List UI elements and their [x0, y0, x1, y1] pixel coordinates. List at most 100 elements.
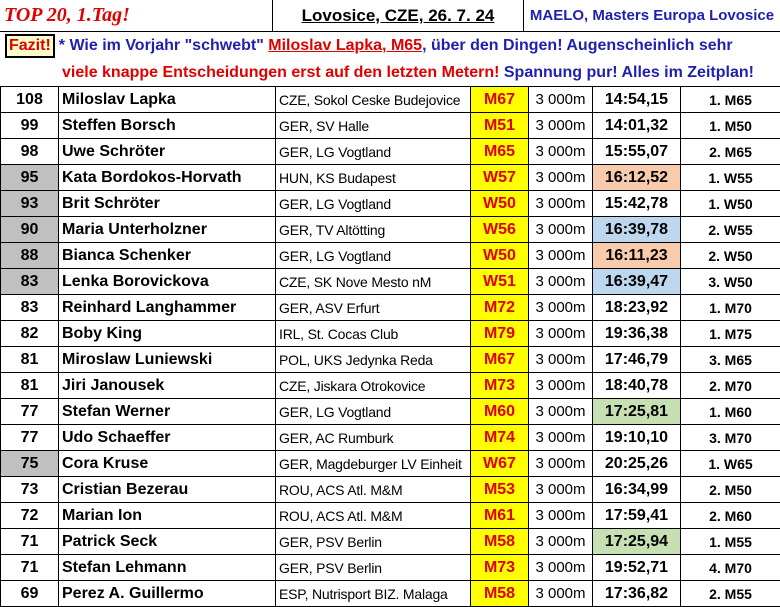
time-cell: 16:34,99: [592, 476, 681, 503]
time-cell: 17:46,79: [592, 346, 681, 373]
summary-label: Fazit!: [5, 34, 55, 58]
place-cell: 4. M70: [680, 554, 780, 581]
club-cell: IRL, St. Cocas Club: [275, 320, 471, 347]
result-row: 72 Marian Ion ROU, ACS Atl. M&M M61 3 000m 17…: [0, 502, 780, 529]
distance-cell: 3 000m: [528, 398, 593, 425]
class-cell: M74: [470, 424, 529, 451]
points-cell: 71: [0, 554, 59, 581]
class-cell: M65: [470, 138, 529, 165]
place-cell: 2. M50: [680, 476, 780, 503]
name-cell: Stefan Werner: [58, 398, 276, 425]
result-row: 99 Steffen Borsch GER, SV Halle M51 3 000m 14…: [0, 112, 780, 139]
result-row: 75 Cora Kruse GER, Magdeburger LV Einheit W…: [0, 450, 780, 477]
distance-cell: 3 000m: [528, 580, 593, 607]
distance-cell: 3 000m: [528, 424, 593, 451]
result-row: 82 Boby King IRL, St. Cocas Club M79 3 000m 1…: [0, 320, 780, 347]
club-cell: ROU, ACS Atl. M&M: [275, 502, 471, 529]
club-cell: GER, LG Vogtland: [275, 138, 471, 165]
points-cell: 73: [0, 476, 59, 503]
header-right: MAELO, Masters Europa Lovosice: [524, 0, 780, 32]
points-cell: 98: [0, 138, 59, 165]
distance-cell: 3 000m: [528, 372, 593, 399]
name-cell: Boby King: [58, 320, 276, 347]
points-cell: 75: [0, 450, 59, 477]
distance-cell: 3 000m: [528, 164, 593, 191]
points-cell: 77: [0, 424, 59, 451]
points-cell: 71: [0, 528, 59, 555]
class-cell: W50: [470, 242, 529, 269]
place-cell: 2. W55: [680, 216, 780, 243]
name-cell: Bianca Schenker: [58, 242, 276, 269]
name-cell: Perez A. Guillermo: [58, 580, 276, 607]
time-cell: 15:42,78: [592, 190, 681, 217]
points-cell: 90: [0, 216, 59, 243]
points-cell: 88: [0, 242, 59, 269]
place-cell: 1. M50: [680, 112, 780, 139]
name-cell: Patrick Seck: [58, 528, 276, 555]
club-cell: CZE, Jiskara Otrokovice: [275, 372, 471, 399]
time-cell: 17:36,82: [592, 580, 681, 607]
result-row: 98 Uwe Schröter GER, LG Vogtland M65 3 000m 1…: [0, 138, 780, 165]
points-cell: 82: [0, 320, 59, 347]
result-row: 71 Stefan Lehmann GER, PSV Berlin M73 3 000m…: [0, 554, 780, 581]
summary-line: viele knappe Entscheidungen erst auf den…: [0, 60, 780, 86]
distance-cell: 3 000m: [528, 450, 593, 477]
time-cell: 16:12,52: [592, 164, 681, 191]
distance-cell: 3 000m: [528, 476, 593, 503]
summary-line: Fazit! * Wie im Vorjahr "schwebt" Milosla…: [0, 33, 780, 59]
points-cell: 99: [0, 112, 59, 139]
time-cell: 17:25,94: [592, 528, 681, 555]
result-row: 77 Stefan Werner GER, LG Vogtland M60 3 000m…: [0, 398, 780, 425]
points-cell: 83: [0, 268, 59, 295]
club-cell: GER, AC Rumburk: [275, 424, 471, 451]
class-cell: M58: [470, 580, 529, 607]
name-cell: Cristian Bezerau: [58, 476, 276, 503]
name-cell: Reinhard Langhammer: [58, 294, 276, 321]
place-cell: 2. W50: [680, 242, 780, 269]
distance-cell: 3 000m: [528, 112, 593, 139]
place-cell: 2. M65: [680, 138, 780, 165]
time-cell: 18:40,78: [592, 372, 681, 399]
name-cell: Maria Unterholzner: [58, 216, 276, 243]
summary-text: Miloslav Lapka, M65: [268, 37, 423, 54]
points-cell: 77: [0, 398, 59, 425]
club-cell: ROU, ACS Atl. M&M: [275, 476, 471, 503]
club-cell: POL, UKS Jedynka Reda: [275, 346, 471, 373]
club-cell: GER, LG Vogtland: [275, 398, 471, 425]
summary-text: viele knappe Entscheidungen erst auf den…: [62, 64, 500, 81]
distance-cell: 3 000m: [528, 86, 593, 113]
result-row: 108 Miloslav Lapka CZE, Sokol Ceske Budejo…: [0, 86, 780, 113]
result-row: 83 Lenka Borovickova CZE, SK Nove Mesto nM…: [0, 268, 780, 295]
header-center: Lovosice, CZE, 26. 7. 24: [273, 0, 524, 32]
class-cell: W56: [470, 216, 529, 243]
summary-text: Spannung pur! Alles im Zeitplan!: [499, 64, 754, 81]
result-row: 90 Maria Unterholzner GER, TV Altötting W56…: [0, 216, 780, 243]
class-cell: W57: [470, 164, 529, 191]
class-cell: M53: [470, 476, 529, 503]
result-row: 69 Perez A. Guillermo ESP, Nutrisport BIZ.…: [0, 580, 780, 607]
name-cell: Uwe Schröter: [58, 138, 276, 165]
points-cell: 69: [0, 580, 59, 607]
place-cell: 1. M75: [680, 320, 780, 347]
class-cell: M51: [470, 112, 529, 139]
name-cell: Brit Schröter: [58, 190, 276, 217]
place-cell: 1. M65: [680, 86, 780, 113]
result-row: 83 Reinhard Langhammer GER, ASV Erfurt M72 3…: [0, 294, 780, 321]
place-cell: 1. M55: [680, 528, 780, 555]
result-row: 81 Jiri Janousek CZE, Jiskara Otrokovice M7…: [0, 372, 780, 399]
result-row: 81 Miroslaw Luniewski POL, UKS Jedynka Red…: [0, 346, 780, 373]
place-cell: 2. M55: [680, 580, 780, 607]
class-cell: M61: [470, 502, 529, 529]
class-cell: M72: [470, 294, 529, 321]
club-cell: GER, LG Vogtland: [275, 190, 471, 217]
name-cell: Udo Schaeffer: [58, 424, 276, 451]
points-cell: 81: [0, 346, 59, 373]
name-cell: Marian Ion: [58, 502, 276, 529]
time-cell: 17:59,41: [592, 502, 681, 529]
distance-cell: 3 000m: [528, 502, 593, 529]
time-cell: 19:52,71: [592, 554, 681, 581]
club-cell: HUN, KS Budapest: [275, 164, 471, 191]
name-cell: Kata Bordokos-Horvath: [58, 164, 276, 191]
class-cell: M73: [470, 372, 529, 399]
